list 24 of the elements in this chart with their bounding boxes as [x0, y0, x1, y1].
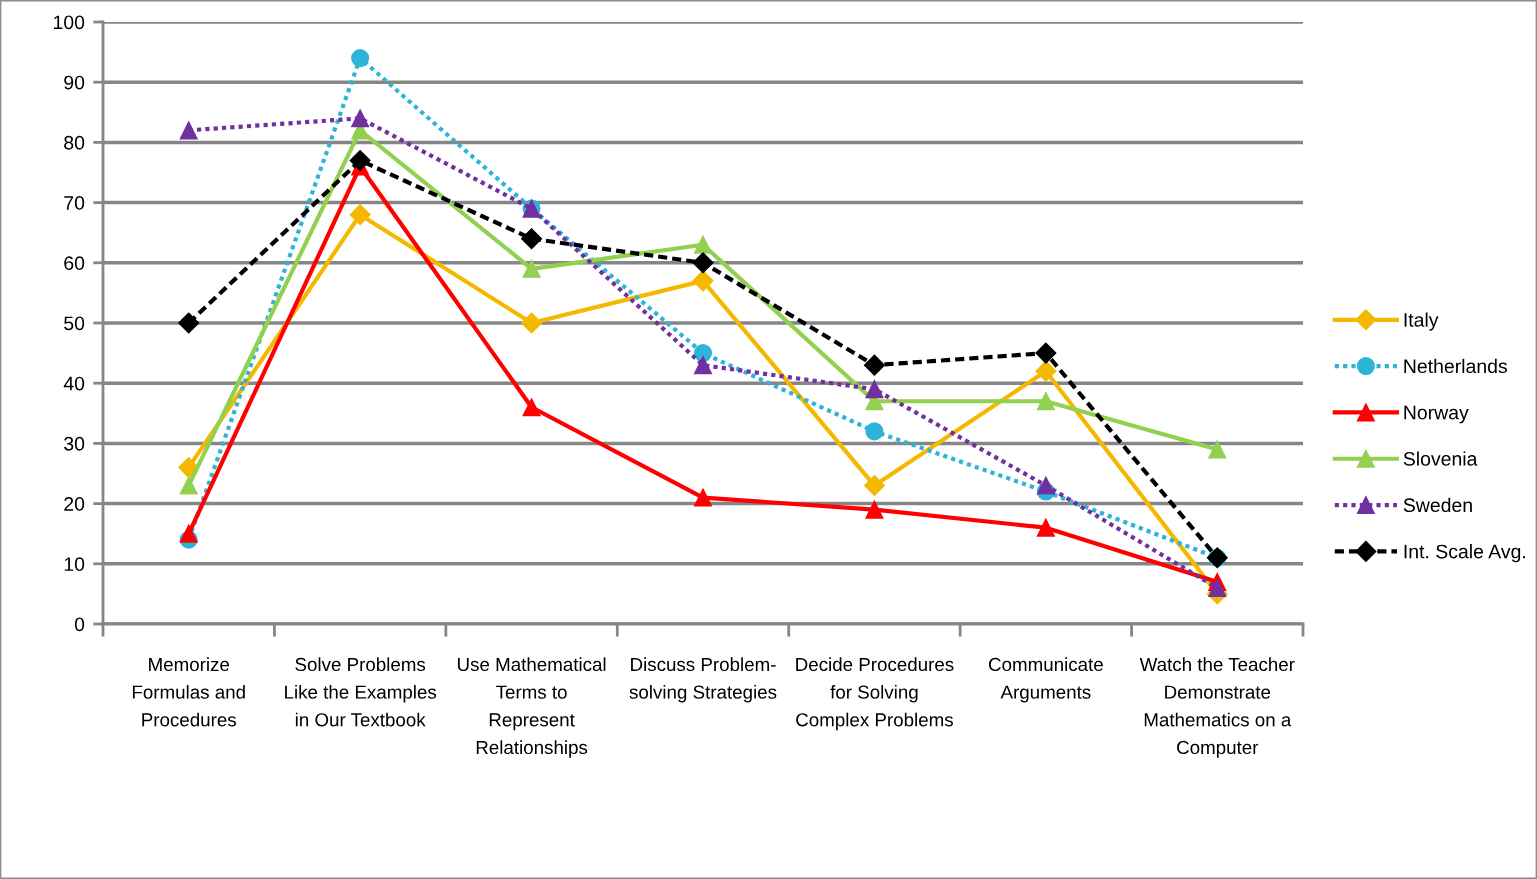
y-tick-label: 0 [74, 617, 85, 632]
x-tick-label: Use Mathematical Terms to Represent Relationships [458, 657, 606, 758]
y-tick-label: 40 [63, 376, 85, 391]
y-tick-label: 100 [53, 15, 85, 30]
x-tick-label: Communicate Arguments [988, 657, 1103, 703]
x-tick-label: Discuss Problem- solving Strategies [629, 657, 777, 703]
legend-label: Norway [1404, 405, 1469, 424]
legend-label: Italy [1404, 312, 1439, 331]
y-tick-label: 50 [64, 316, 85, 331]
x-tick-label: Memorize Formulas and Procedures [132, 657, 245, 727]
legend-label: Int. Scale Avg. [1404, 544, 1526, 563]
legend-label: Slovenia [1403, 451, 1478, 466]
y-tick-label: 80 [64, 135, 85, 150]
legend-label: Sweden [1403, 497, 1472, 513]
y-tick-label: 60 [64, 256, 85, 271]
y-tick-label: 90 [64, 75, 85, 90]
y-tick-label: 30 [64, 436, 85, 451]
legend-label: Netherlands [1404, 358, 1507, 374]
x-tick-label: Decide Procedures for Solving Complex Problems [796, 657, 954, 731]
y-tick-label: 70 [64, 196, 85, 210]
y-tick-label: 10 [64, 557, 85, 572]
x-tick-label: Watch the Teacher Demonstrate Mathematics on a Computer [1139, 657, 1295, 758]
x-tick-label: Solve Problems Like the Examples in Our Textbook [285, 657, 437, 727]
y-tick-label: 20 [64, 497, 85, 511]
